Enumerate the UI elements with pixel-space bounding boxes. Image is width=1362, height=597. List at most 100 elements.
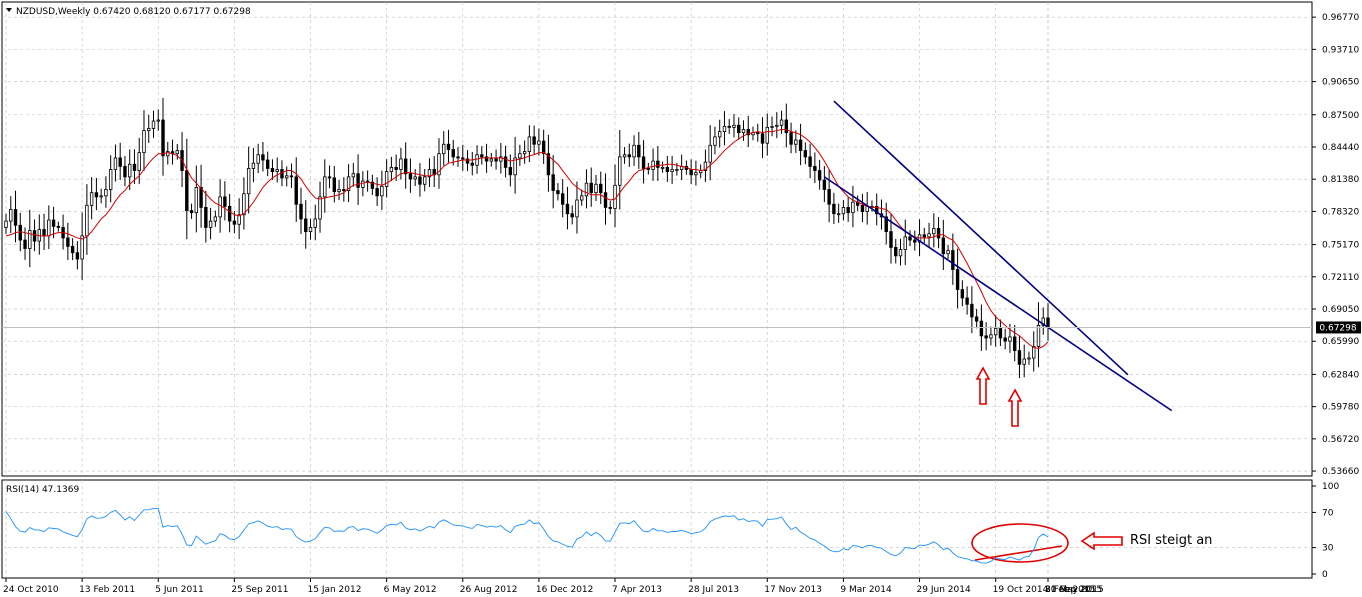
candle-body (51, 219, 56, 227)
candle-body (423, 176, 427, 185)
candle-body (175, 150, 179, 155)
candle-body (227, 205, 232, 222)
time-tick-label: 28 Jul 2013 (688, 585, 739, 595)
rsi-pane[interactable] (1, 479, 1313, 579)
candle-body (304, 218, 308, 233)
candle-body (194, 187, 199, 214)
candle-body (508, 167, 513, 176)
rsi-tick-label: 100 (1322, 482, 1339, 492)
candle-body (665, 167, 670, 173)
candle-body (361, 180, 365, 188)
candle-body (327, 176, 332, 179)
candle-body (104, 189, 108, 197)
candle-body (922, 234, 926, 238)
annotation-text: RSI steigt an (1130, 533, 1212, 548)
rsi-highlight-ellipse[interactable] (971, 523, 1069, 563)
candle-body (546, 153, 551, 176)
candle-body (860, 204, 865, 213)
candle-body (556, 190, 560, 195)
candle-body (456, 156, 460, 159)
candle-body (565, 203, 570, 215)
overlays (5, 100, 1173, 563)
candle-body (56, 225, 61, 228)
candle-body (446, 143, 451, 150)
rsi-header: RSI(14) 47.1369 (6, 485, 79, 495)
candle-body (199, 187, 203, 208)
candle-body (974, 316, 979, 322)
candle-body (442, 143, 446, 155)
time-tick-label: 16 Dec 2012 (536, 585, 594, 595)
time-tick-label: 13 Feb 2011 (79, 585, 135, 595)
candle-body (356, 173, 360, 188)
candle-body (993, 328, 998, 336)
candle-body (123, 165, 127, 178)
rsi-series (5, 507, 1049, 564)
candle-body (670, 169, 674, 173)
candle-body (946, 250, 950, 255)
candle-body (1008, 336, 1012, 342)
candle-body (541, 140, 546, 155)
candle-body (560, 193, 565, 205)
time-tick-label: 29 Jun 2014 (917, 585, 971, 595)
up-arrow-icon[interactable] (975, 366, 991, 405)
candle-body (299, 203, 303, 220)
candle-body (784, 119, 789, 134)
candle-body (575, 199, 579, 218)
candle-body (518, 153, 522, 159)
candle-body (1036, 324, 1041, 347)
candle-body (280, 169, 284, 179)
candle-body (932, 228, 936, 235)
time-tick-label: 6 May 2012 (384, 585, 437, 595)
candle-body (32, 230, 37, 242)
candle-body (503, 156, 508, 168)
current-price-box (1316, 321, 1361, 334)
candle-body (223, 196, 227, 207)
time-tick-label: 26 Aug 2012 (460, 585, 518, 595)
candle-body (746, 129, 750, 136)
candle-body (403, 158, 408, 175)
candle-body (47, 219, 51, 237)
rsi-trend-line[interactable] (974, 545, 1063, 561)
candle-body (156, 119, 160, 122)
price-pane[interactable] (1, 1, 1313, 477)
candle-body (294, 176, 298, 205)
candle-body (822, 179, 827, 190)
candle-body (18, 224, 22, 241)
price-tick-label: 0.53660 (1322, 467, 1359, 477)
left-arrow-icon[interactable] (1080, 531, 1123, 551)
candle-body (242, 193, 246, 216)
candle-body (494, 158, 498, 162)
candle-body (370, 181, 375, 189)
symbol-header: NZDUSD,Weekly 0.67420 0.68120 0.67177 0.… (16, 7, 251, 17)
candle-body (989, 334, 993, 339)
candle-body (208, 220, 213, 228)
channel-upper-line[interactable] (833, 100, 1129, 376)
candle-body (789, 132, 793, 145)
candle-body (722, 125, 727, 133)
candle-body (261, 154, 265, 161)
candle-body (337, 189, 341, 193)
price-axis: 0.96770 0.93710 0.90650 0.87500 0.84440 0.813… (1312, 13, 1359, 477)
candle-body (965, 297, 969, 305)
rsi-tick-label: 70 (1322, 508, 1334, 518)
candle-body (522, 151, 527, 155)
candle-body (275, 169, 279, 173)
candle-body (461, 157, 465, 160)
candle-body (204, 207, 208, 228)
candle-body (832, 203, 836, 215)
candle-body (427, 169, 432, 178)
collapse-triangle-icon[interactable] (6, 8, 12, 12)
candle-body (580, 195, 584, 201)
candle-body (741, 129, 746, 134)
candle-body (913, 239, 917, 243)
channel-lower-line[interactable] (823, 176, 1173, 412)
time-tick-label: 7 Apr 2013 (612, 585, 662, 595)
time-tick-label: 24 Oct 2010 (3, 585, 59, 595)
price-tick-label: 0.96770 (1322, 13, 1359, 23)
candles (4, 97, 1050, 379)
candle-body (827, 189, 831, 205)
candle-body (846, 207, 850, 214)
up-arrow-icon[interactable] (1007, 388, 1023, 427)
candle-body (1041, 317, 1045, 326)
